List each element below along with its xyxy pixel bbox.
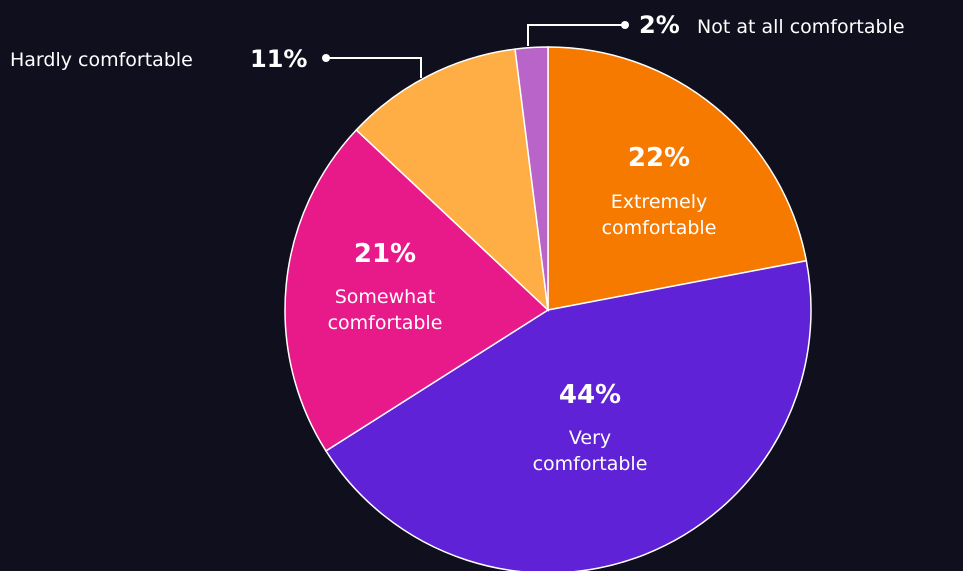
slice-hardly bbox=[355, 48, 550, 312]
callout-line-hardly bbox=[326, 57, 422, 78]
slice-text-somewhat-line2: comfortable bbox=[328, 312, 443, 334]
slice-text-very-line2: comfortable bbox=[533, 453, 648, 475]
callout-line-not-at-all bbox=[527, 24, 625, 46]
slice-very bbox=[324, 259, 812, 571]
slice-label-extremely: 22% Extremely comfortable bbox=[602, 143, 717, 239]
pie-slices bbox=[284, 46, 812, 571]
callout-dot-hardly bbox=[322, 54, 330, 62]
slice-text-very-line1: Very bbox=[569, 427, 611, 449]
slice-percent-very: 44% bbox=[559, 380, 621, 410]
slice-text-somewhat-line1: Somewhat bbox=[335, 286, 436, 308]
slice-text-extremely-line2: comfortable bbox=[602, 217, 717, 239]
slice-somewhat bbox=[284, 128, 550, 452]
slice-label-somewhat: 21% Somewhat comfortable bbox=[328, 239, 443, 334]
slice-percent-extremely: 22% bbox=[628, 143, 690, 173]
slice-text-extremely-line1: Extremely bbox=[611, 191, 708, 213]
callout-percent-hardly: 11% bbox=[250, 45, 307, 73]
slice-label-very: 44% Very comfortable bbox=[533, 380, 648, 475]
slice-not-at-all bbox=[514, 46, 549, 311]
callout-text-hardly: Hardly comfortable bbox=[10, 49, 193, 71]
callout-text-not-at-all: Not at all comfortable bbox=[697, 16, 905, 38]
callout-hardly: Hardly comfortable 11% bbox=[10, 45, 422, 78]
slice-percent-somewhat: 21% bbox=[354, 239, 416, 269]
callout-percent-not-at-all: 2% bbox=[639, 11, 680, 39]
callout-not-at-all: 2% Not at all comfortable bbox=[527, 11, 905, 46]
slice-extremely bbox=[547, 46, 808, 311]
callout-dot-not-at-all bbox=[621, 21, 629, 29]
